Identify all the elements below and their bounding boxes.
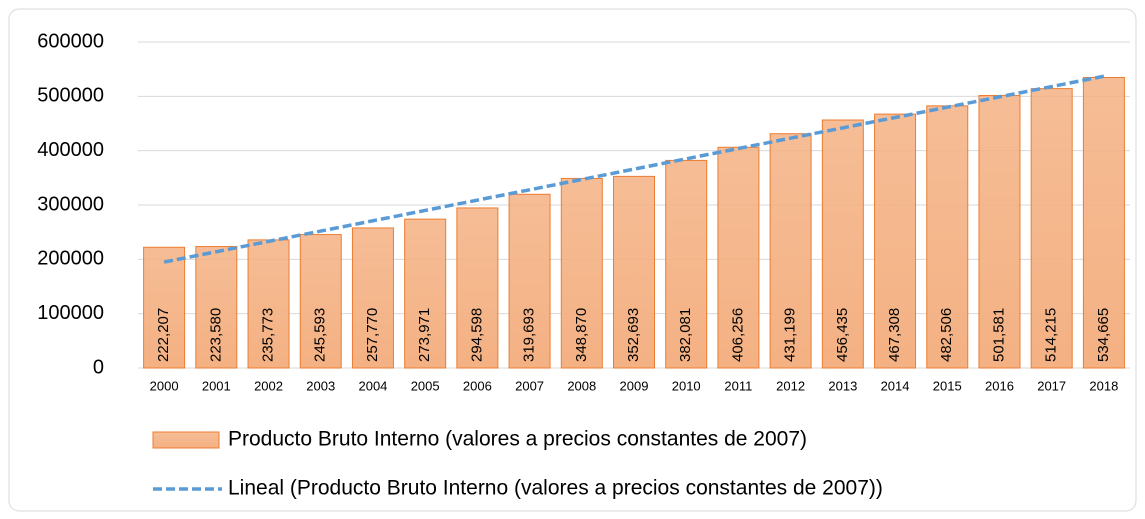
y-tick-label: 0 <box>93 356 104 378</box>
x-tick-label: 2000 <box>150 378 179 393</box>
x-tick-label: 2013 <box>828 378 857 393</box>
bar <box>404 218 447 369</box>
bar <box>717 146 760 369</box>
bar <box>874 113 917 369</box>
data-label: 431,199 <box>782 308 799 362</box>
legend-swatch <box>152 431 220 449</box>
bar <box>560 177 603 369</box>
bar <box>665 159 708 369</box>
x-tick-label: 2014 <box>881 378 910 393</box>
data-label: 294,598 <box>468 308 485 362</box>
data-label: 245,593 <box>312 308 329 362</box>
x-tick-label: 2007 <box>515 378 544 393</box>
x-tick-label: 2006 <box>463 378 492 393</box>
bar <box>508 193 551 369</box>
data-label: 273,971 <box>416 308 433 362</box>
data-label: 222,207 <box>155 308 172 362</box>
y-tick-label: 100000 <box>37 302 104 324</box>
data-label: 235,773 <box>259 308 276 362</box>
data-label: 223,580 <box>207 308 224 362</box>
data-label: 348,870 <box>573 308 590 362</box>
x-tick-label: 2001 <box>202 378 231 393</box>
y-tick-label: 300000 <box>37 193 104 215</box>
x-tick-label: 2008 <box>567 378 596 393</box>
data-label: 501,581 <box>990 308 1007 362</box>
data-label: 382,081 <box>677 308 694 362</box>
bar <box>143 246 186 369</box>
bar <box>351 227 394 369</box>
data-label: 482,506 <box>938 308 955 362</box>
y-tick-label: 200000 <box>37 248 104 270</box>
data-label: 456,435 <box>834 308 851 362</box>
bar <box>1030 88 1073 369</box>
x-tick-label: 2016 <box>985 378 1014 393</box>
x-tick-label: 2009 <box>620 378 649 393</box>
bar <box>247 239 290 369</box>
y-tick-label: 600000 <box>37 30 104 52</box>
bar <box>978 94 1021 369</box>
bar <box>456 207 499 369</box>
x-tick-label: 2011 <box>724 378 752 393</box>
x-tick-label: 2002 <box>254 378 283 393</box>
data-label: 467,308 <box>886 308 903 362</box>
x-tick-label: 2017 <box>1037 378 1066 393</box>
bar <box>195 246 238 369</box>
data-label: 406,256 <box>729 308 746 362</box>
x-tick-label: 2015 <box>933 378 962 393</box>
data-label: 257,770 <box>364 308 381 362</box>
bar <box>926 105 969 369</box>
data-label: 534,665 <box>1095 308 1112 362</box>
bar <box>299 234 342 369</box>
data-label: 514,215 <box>1043 308 1060 362</box>
x-tick-label: 2018 <box>1089 378 1118 393</box>
x-tick-label: 2005 <box>411 378 440 393</box>
trend-line <box>163 74 1105 264</box>
legend-label: Producto Bruto Interno (valores a precio… <box>228 428 807 451</box>
y-tick-label: 400000 <box>37 139 104 161</box>
x-tick-label: 2004 <box>358 378 387 393</box>
data-label: 319,693 <box>521 308 538 362</box>
data-label: 352,693 <box>625 308 642 362</box>
x-tick-label: 2003 <box>306 378 335 393</box>
bar <box>769 133 812 369</box>
bar <box>613 175 655 369</box>
x-tick-label: 2012 <box>776 378 805 393</box>
bar <box>821 119 864 369</box>
x-tick-label: 2010 <box>672 378 701 393</box>
y-tick-label: 500000 <box>37 85 104 107</box>
legend-label: Lineal (Producto Bruto Interno (valores … <box>228 477 883 500</box>
